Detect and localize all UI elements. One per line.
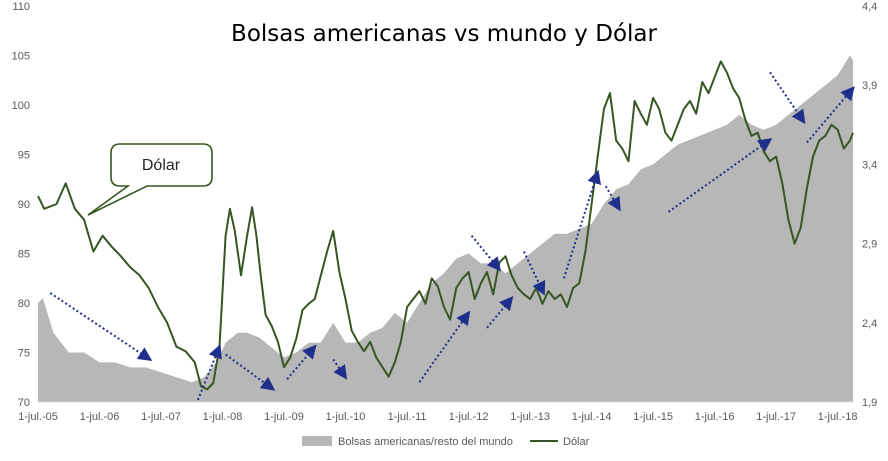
trend-arrow xyxy=(769,71,806,125)
right-tick-label: 2,4 xyxy=(862,318,877,330)
x-tick-label: 1-jul.-12 xyxy=(449,411,489,423)
left-tick-label: 75 xyxy=(18,348,30,360)
callout-bubble xyxy=(87,143,213,216)
trend-arrow xyxy=(806,86,855,144)
right-tick-label: 3,4 xyxy=(862,159,877,171)
left-tick-label: 100 xyxy=(12,100,30,112)
right-tick-label: 2,9 xyxy=(862,239,877,251)
trend-arrow xyxy=(196,344,222,401)
legend-swatch-area xyxy=(302,436,332,446)
right-axis-ticks: 1,9 2,4 2,9 3,4 3,9 4,4 xyxy=(862,1,877,409)
legend-label-line: Dólar xyxy=(563,436,590,448)
x-tick-label: 1-jul.-14 xyxy=(572,411,612,423)
x-tick-label: 1-jul.-06 xyxy=(80,411,120,423)
left-tick-label: 70 xyxy=(18,397,30,409)
left-tick-label: 110 xyxy=(12,1,30,13)
x-tick-label: 1-jul.-11 xyxy=(388,411,427,423)
x-tick-label: 1-jul.-05 xyxy=(18,411,58,423)
left-tick-label: 85 xyxy=(18,249,30,261)
trend-arrows xyxy=(49,71,855,401)
trend-arrow xyxy=(418,310,471,383)
trend-arrow xyxy=(522,251,546,296)
x-tick-label: 1-jul.-13 xyxy=(510,411,550,423)
x-axis-ticks: 1-jul.-05 1-jul.-06 1-jul.-07 1-jul.-08 1-ju… xyxy=(18,411,857,423)
x-tick-label: 1-jul.-17 xyxy=(756,411,796,423)
trend-arrow xyxy=(49,292,153,361)
right-tick-label: 1,9 xyxy=(862,397,877,409)
right-tick-label: 4,4 xyxy=(862,1,877,13)
left-tick-label: 80 xyxy=(18,298,30,310)
x-tick-label: 1-jul.-10 xyxy=(326,411,366,423)
right-tick-label: 3,9 xyxy=(862,80,877,92)
trend-arrow xyxy=(667,138,773,213)
trend-arrow xyxy=(225,353,276,391)
trend-arrow xyxy=(486,295,514,329)
legend: Bolsas americanas/resto del mundo Dólar xyxy=(302,436,590,448)
x-tick-label: 1-jul.-16 xyxy=(695,411,735,423)
legend-label-area: Bolsas americanas/resto del mundo xyxy=(338,436,513,448)
callout-label: Dólar xyxy=(142,157,181,174)
trend-arrow xyxy=(562,169,601,279)
trend-arrow xyxy=(470,235,502,272)
left-axis-ticks: 70 75 80 85 90 95 100 105 110 xyxy=(12,1,30,409)
dolar-callout: Dólar xyxy=(87,143,213,216)
series-area-bolsas xyxy=(38,55,853,402)
x-tick-label: 1-jul.-18 xyxy=(818,411,858,423)
x-tick-label: 1-jul.-09 xyxy=(264,411,304,423)
x-tick-label: 1-jul.-15 xyxy=(633,411,673,423)
trend-arrow xyxy=(332,358,348,380)
left-tick-label: 105 xyxy=(12,51,30,63)
left-tick-label: 95 xyxy=(18,150,30,162)
chart-title: Bolsas americanas vs mundo y Dólar xyxy=(231,21,657,47)
x-tick-label: 1-jul.-07 xyxy=(141,411,181,423)
left-tick-label: 90 xyxy=(18,199,30,211)
x-tick-label: 1-jul.-08 xyxy=(203,411,243,423)
